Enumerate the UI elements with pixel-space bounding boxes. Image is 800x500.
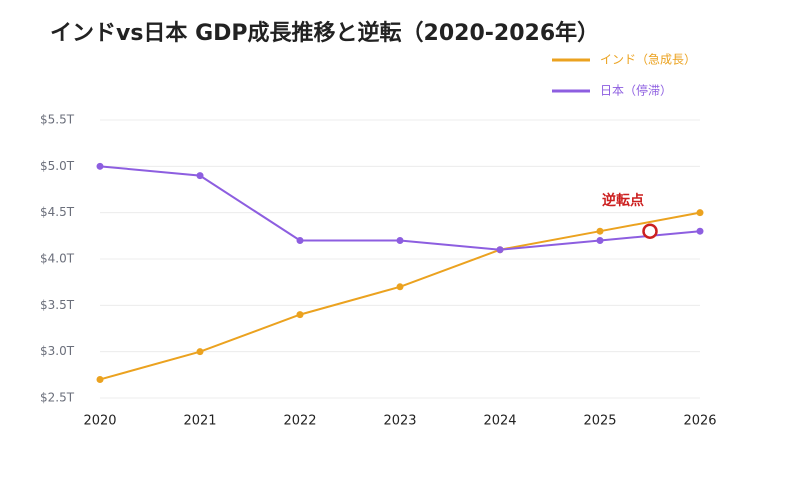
point: [396, 283, 404, 291]
point: [696, 209, 704, 217]
point: [596, 227, 604, 235]
y-tick-label: $5.5T: [40, 113, 75, 127]
point: [196, 348, 204, 356]
annotation-marker: [642, 223, 658, 239]
x-tick-label: 2026: [683, 414, 716, 429]
x-tick-label: 2024: [483, 414, 516, 429]
point: [396, 236, 404, 244]
x-tick-label: 2020: [83, 414, 116, 429]
y-tick-label: $4.0T: [40, 252, 75, 266]
point: [96, 375, 104, 383]
point: [196, 172, 204, 180]
x-tick-label: 2023: [383, 414, 416, 429]
y-tick-label: $2.5T: [40, 391, 75, 405]
x-tick-label: 2022: [283, 414, 316, 429]
y-tick-label: $3.5T: [40, 298, 75, 312]
legend-label: インド（急成長）: [600, 52, 696, 67]
x-tick-label: 2021: [183, 414, 216, 429]
point: [596, 236, 604, 244]
point: [96, 162, 104, 170]
y-tick-label: $4.5T: [40, 205, 75, 219]
x-tick-label: 2025: [583, 414, 616, 429]
annotation-label: 逆転点: [602, 192, 644, 209]
y-tick-label: $5.0T: [40, 159, 75, 173]
point: [496, 246, 504, 254]
legend-label: 日本（停滞）: [600, 83, 672, 98]
point: [296, 311, 304, 319]
point: [696, 227, 704, 235]
y-tick-label: $3.0T: [40, 344, 75, 358]
point: [296, 236, 304, 244]
chart-title: インドvs日本 GDP成長推移と逆転（2020-2026年）: [50, 20, 599, 46]
